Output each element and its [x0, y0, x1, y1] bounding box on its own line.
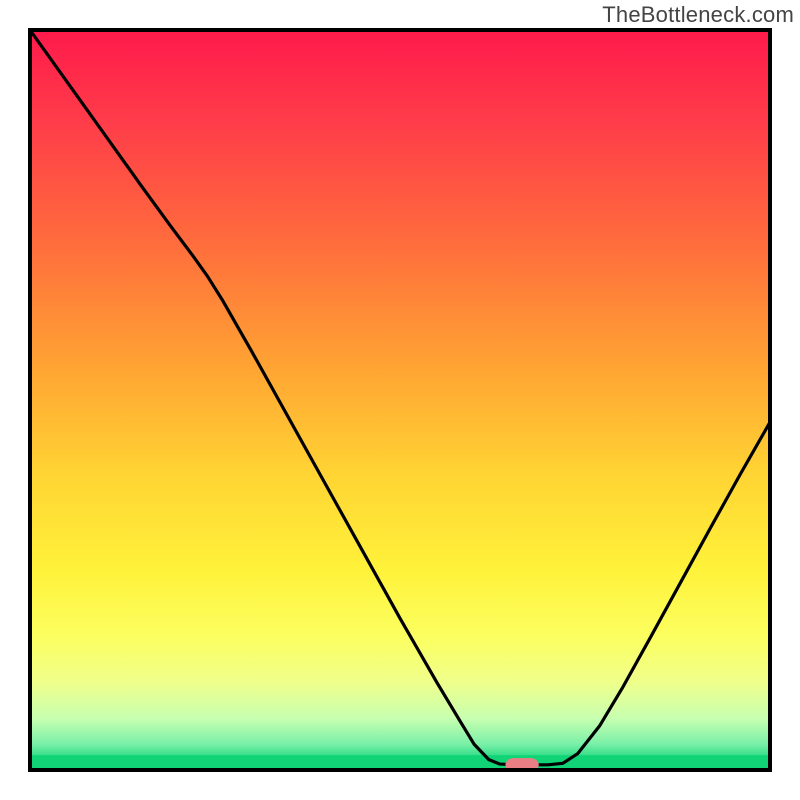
plot-inner — [30, 30, 770, 771]
baseline-green-band — [30, 755, 770, 770]
chart-svg — [0, 0, 800, 800]
bottleneck-chart — [0, 0, 800, 800]
watermark-text: TheBottleneck.com — [602, 2, 794, 28]
gradient-background — [30, 30, 770, 770]
